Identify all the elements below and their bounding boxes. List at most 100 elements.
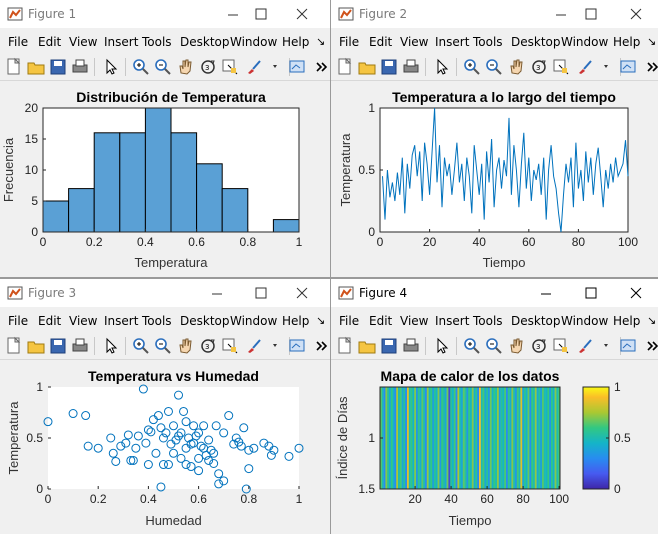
brush-icon[interactable] [575, 57, 595, 77]
open-folder-icon[interactable] [357, 336, 377, 356]
menu-window[interactable]: Window [230, 314, 278, 328]
open-folder-icon[interactable] [26, 336, 46, 356]
open-folder-icon[interactable] [357, 57, 377, 77]
pointer-icon[interactable] [101, 336, 121, 356]
save-icon[interactable] [48, 57, 68, 77]
open-folder-icon[interactable] [26, 57, 46, 77]
toolbar-overflow-icon[interactable] [312, 336, 330, 356]
maximize-icon[interactable] [246, 283, 276, 303]
new-file-icon[interactable] [4, 336, 24, 356]
menu-desktop[interactable]: Desktop [180, 35, 230, 49]
menu-edit[interactable]: Edit [369, 35, 393, 49]
rotate-3d-icon[interactable]: 3 [198, 57, 218, 77]
dropdown-arrow-icon[interactable] [596, 57, 616, 77]
link-plot-icon[interactable] [618, 336, 638, 356]
close-icon[interactable] [621, 283, 651, 303]
data-cursor-icon[interactable] [551, 57, 571, 77]
zoom-in-icon[interactable] [462, 57, 482, 77]
toolbar-overflow-icon[interactable] [643, 57, 658, 77]
menu-view[interactable]: View [69, 35, 98, 49]
maximize-icon[interactable] [576, 283, 606, 303]
title-bar[interactable]: Figure 4 [331, 279, 658, 307]
menu-window[interactable]: Window [561, 35, 609, 49]
menu-window[interactable]: Window [561, 314, 609, 328]
minimize-icon[interactable] [546, 4, 576, 24]
title-bar[interactable]: Figure 3 [0, 279, 330, 307]
zoom-out-icon[interactable] [153, 57, 173, 77]
maximize-icon[interactable] [246, 4, 276, 24]
rotate-3d-icon[interactable]: 3 [529, 336, 549, 356]
menu-tools[interactable]: Tools [142, 314, 172, 328]
menu-desktop[interactable]: Desktop [180, 314, 230, 328]
zoom-in-icon[interactable] [131, 57, 151, 77]
menu-insert[interactable]: Insert [435, 314, 470, 328]
menu-overflow-icon[interactable]: ↘ [316, 314, 326, 327]
menu-file[interactable]: File [8, 35, 29, 49]
close-icon[interactable] [287, 4, 317, 24]
menu-insert[interactable]: Insert [104, 314, 139, 328]
zoom-in-icon[interactable] [462, 336, 482, 356]
link-plot-icon[interactable] [618, 57, 638, 77]
toolbar-overflow-icon[interactable] [312, 57, 330, 77]
dropdown-arrow-icon[interactable] [596, 336, 616, 356]
zoom-out-icon[interactable] [484, 336, 504, 356]
title-bar[interactable]: Figure 1 [0, 0, 330, 28]
minimize-icon[interactable] [202, 283, 232, 303]
menu-overflow-icon[interactable]: ↘ [647, 314, 657, 327]
minimize-icon[interactable] [531, 283, 561, 303]
brush-icon[interactable] [244, 57, 264, 77]
menu-file[interactable]: File [339, 35, 360, 49]
dropdown-arrow-icon[interactable] [265, 57, 285, 77]
pointer-icon[interactable] [101, 57, 121, 77]
brush-icon[interactable] [244, 336, 264, 356]
menu-window[interactable]: Window [230, 35, 278, 49]
menu-edit[interactable]: Edit [38, 35, 62, 49]
menu-tools[interactable]: Tools [473, 314, 503, 328]
data-cursor-icon[interactable] [220, 57, 240, 77]
menu-tools[interactable]: Tools [142, 35, 172, 49]
menu-help[interactable]: Help [282, 314, 310, 328]
pan-hand-icon[interactable] [175, 336, 195, 356]
print-icon[interactable] [401, 336, 421, 356]
menu-insert[interactable]: Insert [104, 35, 139, 49]
pan-hand-icon[interactable] [506, 336, 526, 356]
menu-overflow-icon[interactable]: ↘ [316, 35, 326, 48]
save-icon[interactable] [379, 336, 399, 356]
dropdown-arrow-icon[interactable] [265, 336, 285, 356]
save-icon[interactable] [379, 57, 399, 77]
print-icon[interactable] [401, 57, 421, 77]
close-icon[interactable] [287, 283, 317, 303]
menu-view[interactable]: View [400, 35, 429, 49]
menu-edit[interactable]: Edit [369, 314, 393, 328]
zoom-out-icon[interactable] [484, 57, 504, 77]
new-file-icon[interactable] [335, 57, 355, 77]
menu-view[interactable]: View [69, 314, 98, 328]
data-cursor-icon[interactable] [220, 336, 240, 356]
menu-file[interactable]: File [339, 314, 360, 328]
menu-view[interactable]: View [400, 314, 429, 328]
pointer-icon[interactable] [432, 336, 452, 356]
toolbar-overflow-icon[interactable] [643, 336, 658, 356]
minimize-icon[interactable] [218, 4, 248, 24]
data-cursor-icon[interactable] [551, 336, 571, 356]
rotate-3d-icon[interactable]: 3 [529, 57, 549, 77]
menu-overflow-icon[interactable]: ↘ [647, 35, 657, 48]
print-icon[interactable] [70, 57, 90, 77]
menu-help[interactable]: Help [613, 314, 641, 328]
link-plot-icon[interactable] [287, 57, 307, 77]
zoom-out-icon[interactable] [153, 336, 173, 356]
pointer-icon[interactable] [432, 57, 452, 77]
zoom-in-icon[interactable] [131, 336, 151, 356]
print-icon[interactable] [70, 336, 90, 356]
link-plot-icon[interactable] [287, 336, 307, 356]
pan-hand-icon[interactable] [506, 57, 526, 77]
menu-file[interactable]: File [8, 314, 29, 328]
menu-tools[interactable]: Tools [473, 35, 503, 49]
menu-desktop[interactable]: Desktop [511, 314, 561, 328]
pan-hand-icon[interactable] [175, 57, 195, 77]
save-icon[interactable] [48, 336, 68, 356]
maximize-icon[interactable] [576, 4, 606, 24]
menu-insert[interactable]: Insert [435, 35, 470, 49]
new-file-icon[interactable] [4, 57, 24, 77]
rotate-3d-icon[interactable]: 3 [198, 336, 218, 356]
